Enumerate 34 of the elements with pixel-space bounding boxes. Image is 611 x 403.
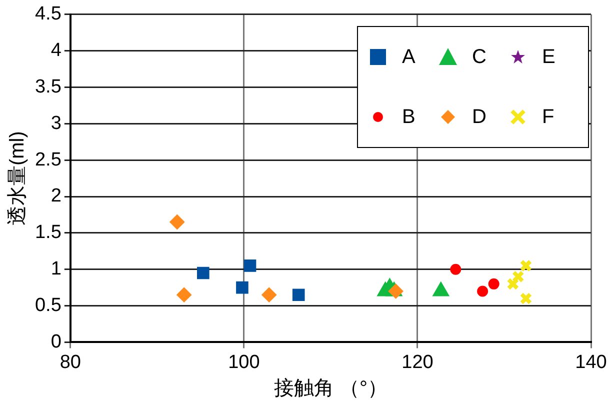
point <box>244 260 256 272</box>
point <box>477 286 488 297</box>
y-tick-label: 1.5 <box>34 222 62 244</box>
point <box>176 287 192 302</box>
legend-label: E <box>542 46 556 68</box>
point <box>292 288 305 302</box>
legend-label: A <box>402 46 416 68</box>
point <box>262 287 277 302</box>
legend-label: F <box>542 106 554 128</box>
y-tick-label: 4 <box>50 40 62 62</box>
point <box>170 214 185 230</box>
x-tick-label: 100 <box>228 352 260 373</box>
point <box>520 292 532 305</box>
y-tick-label: 0.5 <box>34 295 62 316</box>
y-tick-label: 2 <box>50 186 62 207</box>
y-axis-title: 透水量(ml) <box>6 131 29 226</box>
y-tick-label: 3 <box>50 112 62 134</box>
point <box>450 264 462 275</box>
point <box>197 266 210 280</box>
y-tick-label: 0 <box>50 331 62 352</box>
y-tick-label: 4.5 <box>34 4 62 25</box>
point <box>236 281 248 294</box>
x-axis-title: 接触角 （°） <box>274 378 388 400</box>
x-tick-label: 140 <box>575 352 607 373</box>
legend-label: D <box>472 106 486 128</box>
y-tick-label: 2.5 <box>34 149 62 170</box>
y-tick-label: 3.5 <box>34 76 62 98</box>
legend-label: C <box>472 46 486 68</box>
x-tick-label: 120 <box>402 352 434 373</box>
y-tick-label: 1 <box>50 258 62 280</box>
x-tick-label: 80 <box>60 352 81 373</box>
point <box>520 259 532 272</box>
point <box>488 278 500 290</box>
legend-label: B <box>402 106 416 128</box>
